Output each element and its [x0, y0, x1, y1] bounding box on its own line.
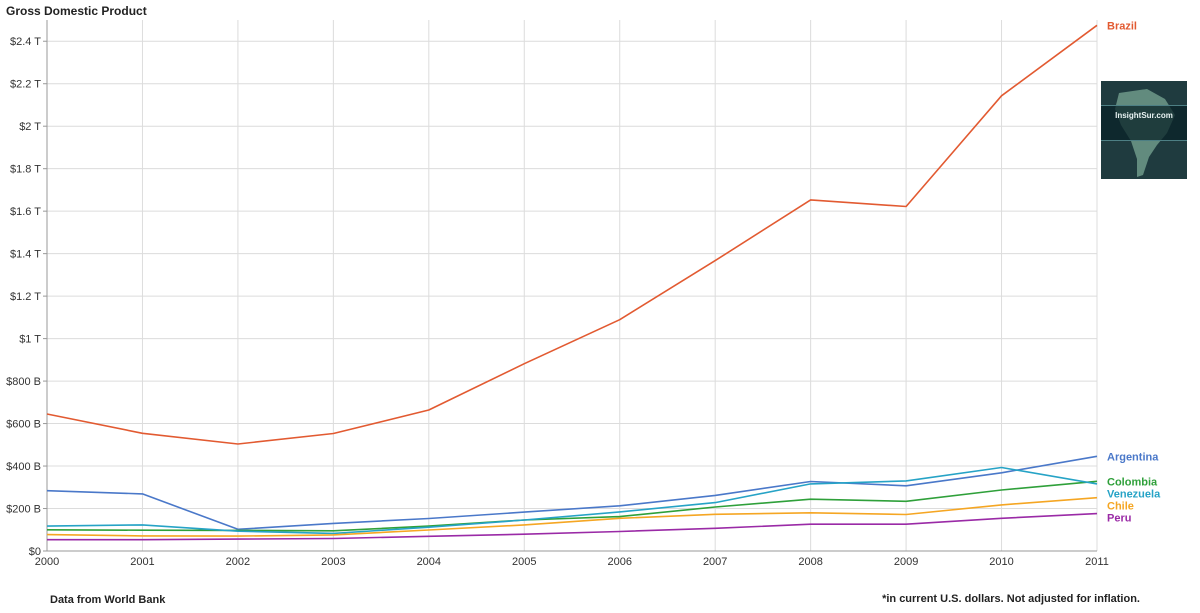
grid — [46, 20, 1098, 552]
series-label-peru: Peru — [1107, 512, 1131, 524]
x-tick-label: 2004 — [417, 556, 441, 568]
logo-band — [1101, 105, 1187, 141]
y-tick-label: $1.4 T — [10, 249, 41, 261]
axes: 2000 2001 2002 2003 2004 2005 2006 2007 2008 2009… — [6, 20, 1109, 568]
series-label-venezuela: Venezuela — [1107, 488, 1161, 500]
series-line-argentina — [46, 455, 1098, 531]
x-tick-label: 2005 — [512, 556, 536, 568]
chart-title: Gross Domestic Product — [6, 4, 147, 18]
y-tick-label: $1.6 T — [10, 206, 41, 218]
source-note: Data from World Bank — [50, 594, 166, 606]
x-tick-label: 2002 — [226, 556, 250, 568]
series-label-chile: Chile — [1107, 500, 1134, 512]
y-tick-label: $2.4 T — [10, 36, 41, 48]
series-label-colombia: Colombia — [1107, 476, 1158, 488]
x-tick-label: 2000 — [35, 556, 59, 568]
x-tick-label: 2001 — [130, 556, 154, 568]
series-line-chile — [46, 496, 1098, 537]
y-tick-label: $400 B — [6, 461, 41, 473]
x-tick-label: 2011 — [1085, 556, 1109, 568]
y-tick-label: $2.2 T — [10, 79, 41, 91]
x-tick-label: 2009 — [894, 556, 918, 568]
y-tick-label: $0 — [29, 546, 41, 558]
series-labels: Brazil Argentina ColombiaVenezuelaChilePer… — [1107, 20, 1161, 524]
series-line-brazil — [46, 24, 1098, 445]
y-tick-label: $200 B — [6, 504, 41, 516]
x-tick-label: 2007 — [703, 556, 727, 568]
x-tick-label: 2010 — [989, 556, 1013, 568]
x-tick-label: 2008 — [798, 556, 822, 568]
series-label-argentina: Argentina — [1107, 451, 1159, 463]
x-tick-label: 2006 — [607, 556, 631, 568]
series-lines — [46, 24, 1098, 541]
series-line-colombia — [46, 480, 1098, 532]
y-tick-label: $800 B — [6, 376, 41, 388]
series-line-peru — [47, 512, 1098, 541]
insightsur-logo: InsightSur.com — [1101, 81, 1187, 179]
y-tick-label: $1.8 T — [10, 164, 41, 176]
y-tick-label: $2 T — [19, 121, 41, 133]
footnote: *in current U.S. dollars. Not adjusted f… — [882, 593, 1140, 605]
x-tick-label: 2003 — [321, 556, 345, 568]
series-label-brazil: Brazil — [1107, 20, 1137, 32]
y-tick-label: $1 T — [19, 334, 41, 346]
y-tick-label: $1.2 T — [10, 291, 41, 303]
logo-text: InsightSur.com — [1115, 111, 1173, 120]
y-tick-label: $600 B — [6, 419, 41, 431]
series-line-venezuela — [46, 466, 1098, 535]
